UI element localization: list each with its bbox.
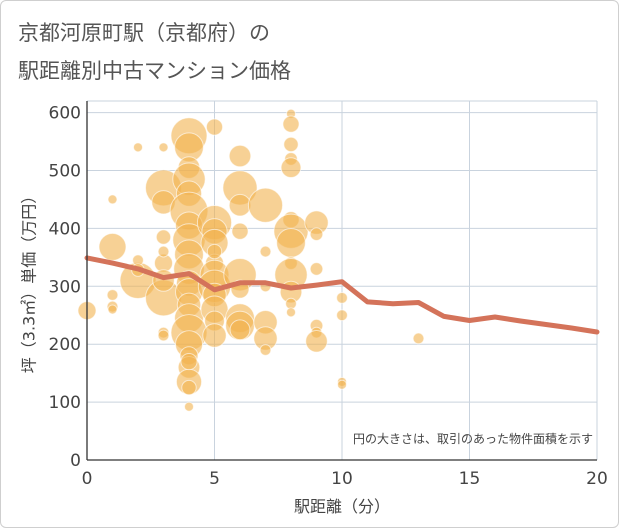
x-tick-label: 10 [331,469,353,489]
data-point [286,307,296,318]
x-tick-label: 15 [459,469,481,489]
data-point [107,194,118,205]
y-tick-label: 600 [49,104,81,124]
x-tick-label: 20 [586,469,608,489]
data-point [283,136,299,153]
data-point [309,227,324,241]
data-point [206,243,223,260]
data-point [412,332,425,345]
data-point [180,352,198,371]
tick-labels: 0 100 200 300 400 500 600 0 5 10 15 20 [49,104,608,489]
data-point [158,142,169,153]
data-point [106,289,119,301]
y-tick-label: 0 [70,451,81,471]
data-point [336,309,348,322]
data-point [228,193,252,217]
data-point [282,115,300,133]
data-point [98,232,127,261]
data-point [247,187,284,223]
bubble-size-note: 円の大きさは、取引のあった物件面積を示す [353,431,593,446]
y-tick-label: 500 [49,161,81,181]
y-tick-label: 300 [49,277,81,297]
y-tick-label: 200 [49,335,81,355]
data-point [202,323,227,348]
data-point [107,304,118,315]
axes [86,101,597,461]
data-point [276,227,306,258]
data-point [133,142,143,153]
chart-title-line1: 京都河原町駅（京都府）の [18,21,270,45]
data-point [157,329,170,342]
x-axis-label: 駅距離（分） [294,497,390,516]
y-tick-label: 400 [49,219,81,239]
data-point [228,144,252,168]
x-tick-label: 5 [209,469,220,489]
data-point [155,229,172,245]
data-point [184,401,194,412]
y-tick-label: 100 [49,393,81,413]
trend-line-layer [84,255,600,335]
data-point [259,245,272,258]
data-point [231,222,249,240]
average-line [84,255,600,335]
data-point [205,118,224,136]
y-axis-label: 坪（3.3㎡）単価（万円） [20,188,39,373]
data-point [305,329,328,353]
data-point [280,157,302,178]
x-tick-label: 0 [82,469,93,489]
data-point [181,379,197,396]
data-point [309,262,324,276]
data-point [337,379,347,390]
data-point [229,319,251,341]
data-point [157,245,170,258]
chart-title-line2: 駅距離別中古マンション価格 [18,59,291,83]
data-point [259,344,272,356]
data-point [336,291,348,304]
